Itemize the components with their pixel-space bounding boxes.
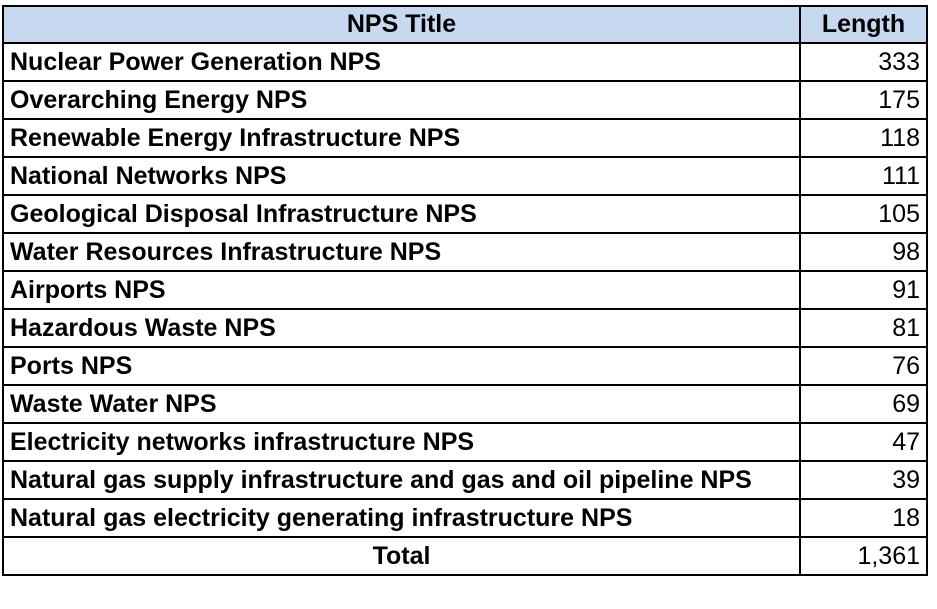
row-title: Renewable Energy Infrastructure NPS: [2, 118, 801, 158]
row-length: 333: [799, 42, 928, 82]
row-title: Ports NPS: [2, 346, 801, 386]
table-row: Electricity networks infrastructure NPS …: [2, 422, 928, 462]
row-title: Hazardous Waste NPS: [2, 308, 801, 348]
header-row: NPS Title Length: [2, 5, 928, 44]
table-row: Overarching Energy NPS 175: [2, 80, 928, 120]
row-title: Waste Water NPS: [2, 384, 801, 424]
row-length: 39: [799, 460, 928, 500]
table-row: Nuclear Power Generation NPS 333: [2, 42, 928, 82]
table-row: Renewable Energy Infrastructure NPS 118: [2, 118, 928, 158]
row-length: 175: [799, 80, 928, 120]
total-length: 1,361: [799, 536, 928, 576]
header-length: Length: [799, 5, 928, 44]
table-row: Natural gas electricity generating infra…: [2, 498, 928, 538]
row-title: Nuclear Power Generation NPS: [2, 42, 801, 82]
row-length: 81: [799, 308, 928, 348]
row-title: National Networks NPS: [2, 156, 801, 196]
table-row: Water Resources Infrastructure NPS 98: [2, 232, 928, 272]
row-title: Water Resources Infrastructure NPS: [2, 232, 801, 272]
row-length: 105: [799, 194, 928, 234]
row-length: 111: [799, 156, 928, 196]
row-title: Overarching Energy NPS: [2, 80, 801, 120]
table-row: Waste Water NPS 69: [2, 384, 928, 424]
row-title: Natural gas electricity generating infra…: [2, 498, 801, 538]
row-length: 91: [799, 270, 928, 310]
row-length: 98: [799, 232, 928, 272]
nps-table: NPS Title Length Nuclear Power Generatio…: [2, 5, 928, 576]
table-row: Hazardous Waste NPS 81: [2, 308, 928, 348]
table-row: National Networks NPS 111: [2, 156, 928, 196]
row-title: Airports NPS: [2, 270, 801, 310]
total-label: Total: [2, 536, 801, 576]
table-row: Airports NPS 91: [2, 270, 928, 310]
row-title: Electricity networks infrastructure NPS: [2, 422, 801, 462]
header-nps-title: NPS Title: [2, 5, 801, 44]
row-length: 18: [799, 498, 928, 538]
row-length: 69: [799, 384, 928, 424]
row-title: Geological Disposal Infrastructure NPS: [2, 194, 801, 234]
row-length: 118: [799, 118, 928, 158]
row-title: Natural gas supply infrastructure and ga…: [2, 460, 801, 500]
row-length: 47: [799, 422, 928, 462]
nps-table-container: NPS Title Length Nuclear Power Generatio…: [2, 5, 928, 576]
row-length: 76: [799, 346, 928, 386]
table-row: Geological Disposal Infrastructure NPS 1…: [2, 194, 928, 234]
total-row: Total 1,361: [2, 536, 928, 576]
table-row: Ports NPS 76: [2, 346, 928, 386]
table-row: Natural gas supply infrastructure and ga…: [2, 460, 928, 500]
